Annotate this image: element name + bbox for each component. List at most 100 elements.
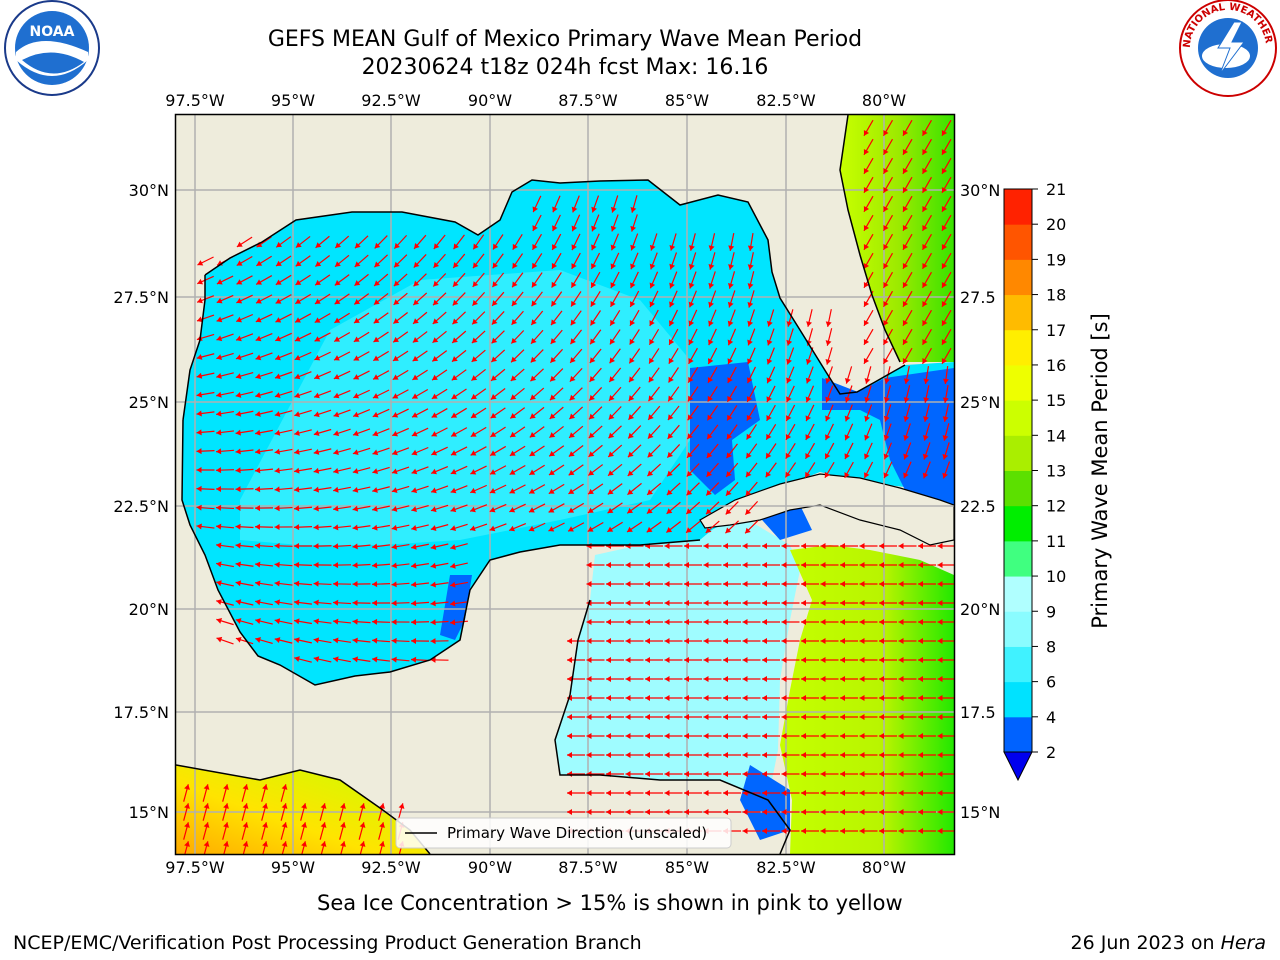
lon-label-top: 90°W [468, 91, 512, 110]
wave-arrow [825, 423, 834, 441]
wave-arrow [726, 424, 738, 440]
wave-arrow [587, 502, 604, 514]
wave-arrow [684, 676, 702, 682]
wave-arrow [294, 332, 312, 342]
wave-arrow [196, 504, 215, 511]
wave-arrow [781, 600, 800, 606]
wave-arrow [918, 638, 936, 644]
wave-arrow [727, 328, 737, 346]
wave-arrow [254, 561, 274, 568]
wave-arrow [222, 822, 229, 840]
wave-arrow [352, 618, 371, 625]
wave-arrow [725, 520, 739, 534]
wave-arrow [762, 581, 780, 587]
wave-arrow [824, 442, 835, 460]
wave-arrow [254, 486, 274, 493]
wave-arrow [256, 255, 272, 267]
wave-arrow [280, 803, 288, 821]
wave-arrow [510, 368, 525, 382]
wave-arrow [568, 445, 584, 457]
wave-arrow [801, 809, 819, 815]
wave-arrow [372, 524, 390, 531]
wave-arrow [608, 386, 622, 402]
wave-arrow [684, 581, 702, 587]
wave-arrow [489, 503, 507, 513]
wave-arrow [882, 138, 894, 156]
wave-arrow [627, 444, 642, 458]
wave-arrow [511, 310, 524, 326]
wave-arrow [840, 752, 858, 758]
wave-arrow [647, 424, 661, 440]
wave-arrow [921, 119, 933, 137]
wave-arrow [825, 404, 834, 422]
wave-arrow [723, 562, 741, 568]
wave-arrow [708, 233, 716, 251]
wave-arrow [567, 752, 585, 758]
wave-arrow [902, 347, 913, 365]
wave-arrow [805, 385, 815, 403]
wave-arrow [255, 352, 273, 361]
wave-arrow [801, 828, 819, 834]
wave-arrow [727, 347, 737, 365]
wave-arrow [294, 429, 312, 436]
wave-arrow [492, 253, 504, 269]
wave-arrow [863, 309, 874, 327]
wave-arrow [766, 309, 775, 327]
wave-arrow [745, 443, 758, 459]
wave-arrow [490, 368, 506, 382]
lat-label-right: 15°N [960, 803, 1000, 822]
wave-arrow [747, 252, 754, 270]
wave-arrow [334, 312, 350, 324]
wave-arrow [392, 408, 409, 418]
wave-arrow [568, 464, 584, 476]
wave-arrow [806, 309, 813, 327]
wave-arrow [820, 657, 839, 663]
wave-arrow [313, 656, 332, 663]
wave-arrow [628, 348, 641, 364]
wave-arrow [801, 752, 819, 758]
wave-arrow [625, 752, 644, 758]
wave-arrow [820, 809, 839, 815]
wave-arrow [765, 424, 777, 440]
colorbar-segment [1004, 576, 1032, 612]
wave-arrow [255, 448, 273, 455]
wave-arrow [882, 290, 894, 308]
wave-arrow [723, 695, 741, 701]
wave-arrow [762, 828, 780, 834]
wave-arrow [902, 309, 913, 327]
wave-arrow [918, 676, 936, 682]
wave-arrow [332, 618, 352, 625]
wave-arrow [664, 619, 683, 625]
wave-arrow [844, 404, 853, 422]
wave-arrow [379, 841, 385, 854]
wave-arrow [313, 370, 332, 380]
wave-arrow [530, 310, 544, 326]
wave-arrow [684, 657, 702, 663]
wave-arrow [688, 290, 697, 308]
wave-arrow [859, 638, 878, 644]
wave-arrow [864, 423, 873, 441]
wave-arrow [902, 271, 913, 289]
wave-arrow [937, 714, 954, 720]
wave-arrow [373, 331, 389, 343]
wave-arrow [669, 290, 678, 308]
legend-label: Primary Wave Direction (unscaled) [447, 824, 707, 842]
wave-arrow [725, 481, 739, 497]
graticule [176, 115, 954, 854]
wave-arrow [352, 505, 371, 512]
wave-arrow [859, 809, 878, 815]
wave-arrow [372, 486, 390, 493]
wave-arrow [313, 580, 332, 587]
wave-arrow [703, 562, 722, 568]
wave-arrow [216, 294, 234, 304]
wave-arrow [668, 347, 679, 365]
wave-arrow [548, 464, 565, 476]
pacific-yellow [176, 765, 430, 854]
wave-arrow [882, 233, 894, 251]
wave-arrow [313, 524, 332, 531]
wave-arrow [261, 803, 268, 821]
footer-date: 26 Jun 2023 on Hera [1071, 932, 1266, 954]
wave-arrow [391, 637, 410, 644]
wave-arrow [879, 790, 897, 796]
wave-arrow [684, 638, 702, 644]
